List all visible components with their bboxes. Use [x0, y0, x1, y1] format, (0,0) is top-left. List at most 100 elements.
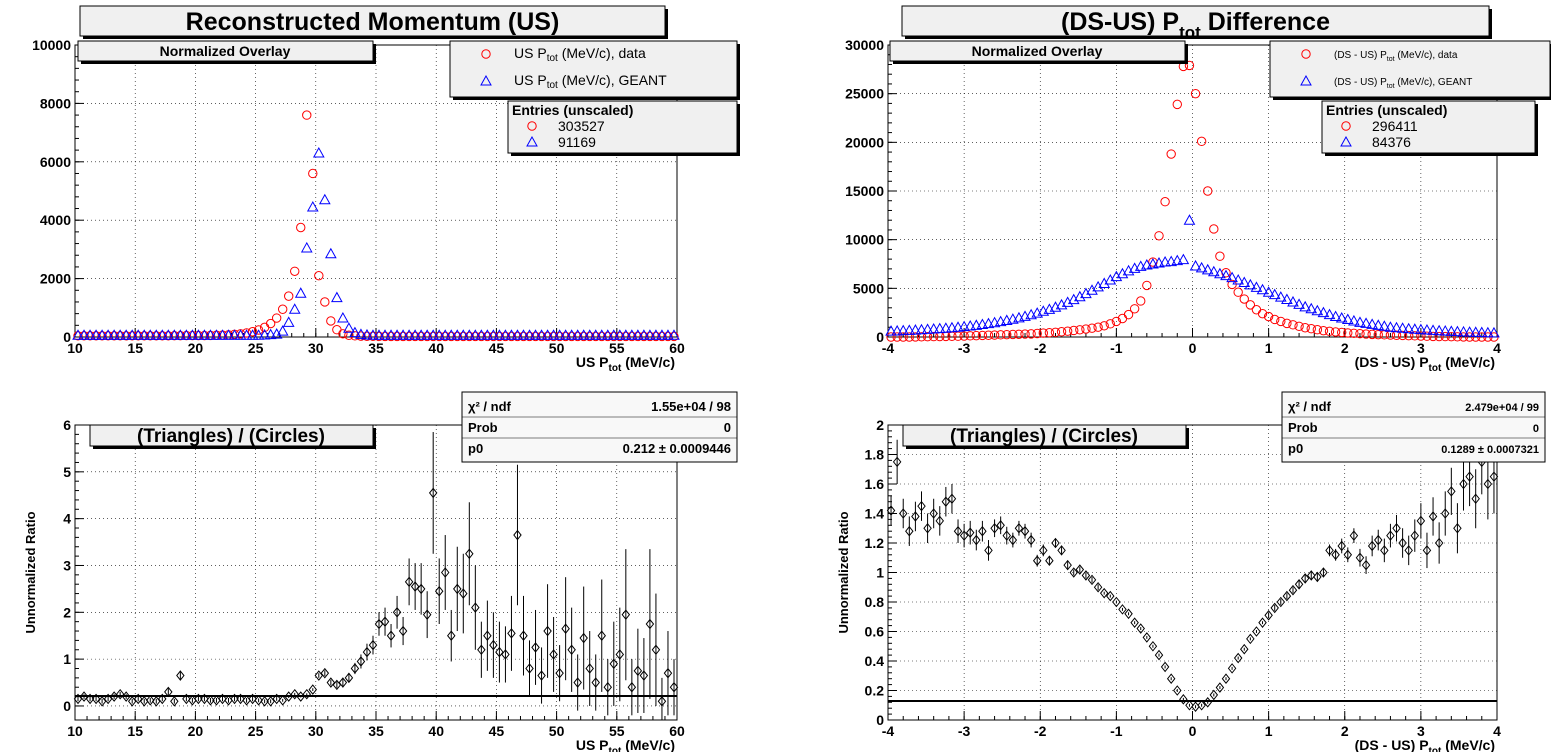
data-point	[314, 670, 324, 681]
data-point	[885, 325, 897, 336]
data-point	[891, 324, 903, 336]
data-point	[1081, 324, 1091, 334]
subtitle-box	[889, 40, 1186, 62]
data-point	[1294, 578, 1304, 590]
legend-label-main: (DS - US) P	[1334, 50, 1387, 61]
data-point	[1274, 291, 1287, 302]
data-point	[929, 508, 938, 519]
data-point	[216, 329, 229, 340]
data-point	[440, 567, 450, 578]
data-point	[512, 331, 523, 342]
data-point	[589, 329, 602, 340]
data-point	[1451, 325, 1464, 337]
x-tick-label: -1	[1110, 723, 1123, 739]
data-point	[312, 147, 325, 158]
chart-title-sub: tot	[1179, 23, 1201, 42]
chart-title: (Triangles) / (Circles)	[950, 426, 1138, 447]
data-point	[898, 332, 908, 342]
y-tick-label: 10000	[845, 232, 884, 248]
data-point	[1445, 325, 1458, 336]
data-point	[555, 667, 564, 679]
fit-stat-value: 0.1289 ± 0.0007321	[1441, 444, 1539, 456]
subtitle-box	[77, 40, 374, 62]
data-point	[1057, 545, 1066, 556]
data-point	[488, 331, 499, 342]
data-point	[1318, 325, 1329, 336]
data-point	[392, 331, 402, 342]
data-point	[595, 329, 608, 340]
data-point	[78, 329, 90, 340]
data-point	[1069, 325, 1079, 336]
y-tick-label: 3	[63, 557, 71, 573]
series-0	[886, 60, 1499, 342]
data-point	[1329, 310, 1342, 322]
data-point	[121, 331, 131, 341]
data-point	[1427, 324, 1439, 335]
data-point	[567, 644, 576, 656]
data-point	[892, 456, 902, 468]
data-point	[972, 534, 981, 546]
x-axis-label-sub: tot	[1429, 746, 1442, 752]
data-point	[566, 331, 577, 342]
data-point	[282, 316, 295, 327]
data-point	[247, 327, 258, 337]
data-point	[603, 331, 613, 342]
data-point	[452, 331, 462, 342]
data-point	[337, 311, 349, 323]
data-point	[978, 525, 987, 537]
data-point	[403, 329, 415, 340]
data-point	[1324, 326, 1335, 337]
data-point	[663, 667, 673, 679]
data-point	[1252, 626, 1261, 637]
data-point	[1130, 617, 1139, 628]
data-point	[1190, 88, 1201, 99]
data-point	[164, 686, 173, 698]
data-point	[561, 623, 570, 634]
data-point	[579, 632, 588, 644]
data-point	[990, 522, 999, 534]
data-point	[234, 329, 247, 340]
y-tick-label: 5000	[853, 280, 884, 296]
data-point	[1264, 609, 1273, 621]
data-point	[524, 331, 535, 342]
data-point	[1136, 296, 1146, 306]
data-point	[1111, 316, 1122, 327]
x-tick-label: -1	[1110, 340, 1123, 356]
data-point	[308, 684, 318, 695]
data-point	[1276, 316, 1286, 327]
data-point	[1209, 689, 1219, 701]
fit-stat-name: p0	[468, 441, 483, 456]
data-point	[940, 322, 952, 333]
data-point	[84, 329, 96, 340]
y-axis-label: Unnormalized Ratio	[836, 511, 851, 633]
data-point	[1439, 325, 1452, 336]
data-point	[537, 670, 546, 681]
data-point	[1397, 330, 1408, 341]
title-box	[901, 5, 1490, 37]
data-point	[922, 332, 933, 342]
data-point	[416, 583, 426, 595]
data-point	[272, 693, 281, 705]
y-tick-label: 0.6	[865, 624, 885, 640]
y-tick-label: 1.6	[865, 476, 885, 492]
data-point	[85, 693, 95, 705]
data-point	[459, 588, 468, 599]
data-point	[1106, 590, 1115, 602]
y-tick-label: 25000	[845, 86, 884, 102]
data-point	[627, 331, 637, 342]
x-tick-label: -4	[882, 723, 895, 739]
data-point	[892, 332, 902, 342]
data-point	[633, 331, 643, 342]
data-point	[1349, 530, 1359, 541]
data-point	[1459, 478, 1468, 490]
data-point	[517, 329, 530, 340]
y-tick-label: 5	[63, 464, 71, 480]
data-point	[1410, 331, 1420, 341]
entries-title: Entries (unscaled)	[1326, 102, 1447, 118]
x-tick-label: 1	[1265, 723, 1273, 739]
data-point	[1123, 309, 1134, 320]
data-point	[96, 329, 108, 340]
data-point	[380, 331, 390, 342]
title-box	[79, 5, 666, 37]
data-point	[1319, 567, 1328, 578]
